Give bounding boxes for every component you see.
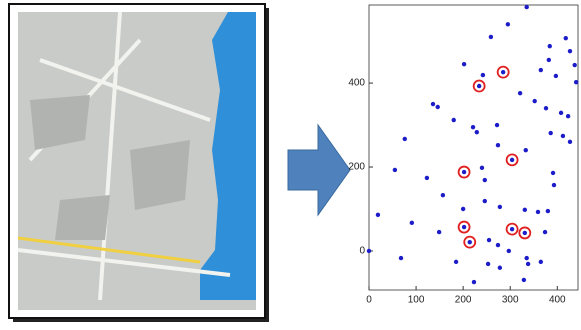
point [559,111,563,115]
point [564,36,568,40]
page: {"chart_data": {"type": "scatter", "xlim… [0,0,581,325]
point [425,176,429,180]
point [461,207,465,211]
point [477,84,481,88]
x-tick-label: 200 [455,295,472,306]
point [495,123,499,127]
point [523,208,527,212]
point [498,205,502,209]
x-tick-label: 100 [408,295,425,306]
y-tick-label: 0 [359,246,365,257]
point [573,63,577,67]
point [454,260,458,264]
point [462,170,466,174]
point [452,118,456,122]
point [510,158,514,162]
point [554,74,558,78]
point [524,5,528,9]
point [547,58,551,62]
point [551,171,555,175]
point [518,91,522,95]
y-tick-label: 400 [348,78,365,89]
point [471,125,475,129]
point [496,243,500,247]
point [574,80,578,84]
point [568,49,572,53]
point [431,102,435,106]
point [483,178,487,182]
point [524,148,528,152]
point [468,240,472,244]
point [507,249,511,253]
x-tick-label: 400 [549,295,566,306]
point [481,73,485,77]
point [498,266,502,270]
point [539,68,543,72]
point [486,262,490,266]
point [496,143,500,147]
point [548,131,552,135]
point [539,260,543,264]
point [566,114,570,118]
point [544,106,548,110]
point [441,193,445,197]
x-tick-label: 300 [502,295,519,306]
point [522,278,526,282]
map-image [9,4,269,322]
point [367,249,371,253]
point [506,22,510,26]
figure: 0 100 200 300 400 0 200 400 [0,0,581,325]
point [436,105,440,109]
point [489,35,493,39]
point [403,137,407,141]
point [462,62,466,66]
point [546,209,550,213]
arrow [288,125,350,215]
point [410,221,414,225]
point [376,213,380,217]
y-tick-label: 200 [348,162,365,173]
point [472,280,476,284]
point [393,168,397,172]
point [462,225,466,229]
point [523,231,527,235]
point [487,238,491,242]
point [501,70,505,74]
point [480,166,484,170]
point [532,99,536,103]
point [524,256,528,260]
point [475,130,479,134]
point [543,230,547,234]
point [552,183,556,187]
point [548,44,552,48]
point [399,256,403,260]
point [437,230,441,234]
x-tick-label: 0 [366,295,372,306]
point [526,262,530,266]
point [536,210,540,214]
point [483,199,487,203]
point [561,134,565,138]
point [510,227,514,231]
point [568,140,572,144]
